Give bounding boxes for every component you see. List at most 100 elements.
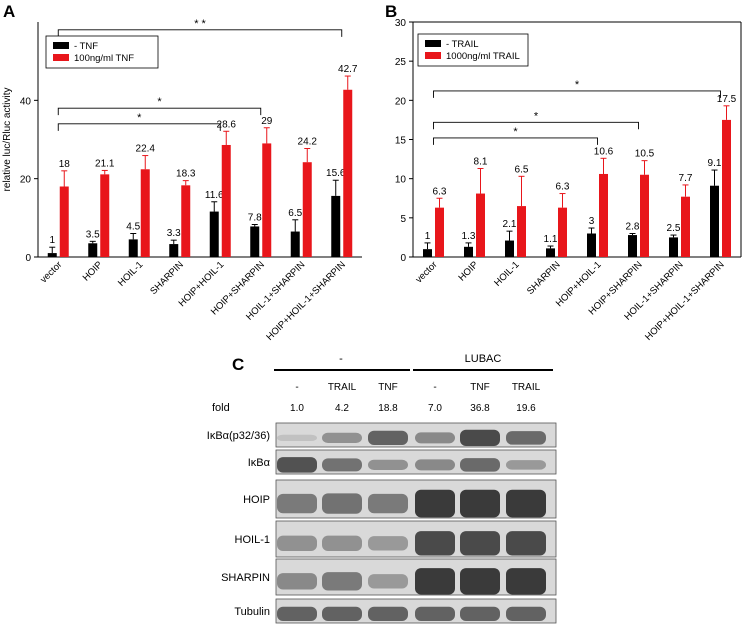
lane-label: -	[433, 382, 436, 393]
blot-band	[415, 531, 455, 556]
bar-untreated	[710, 185, 719, 257]
blot-band	[277, 606, 317, 621]
blot-row-label: HOIL-1	[235, 534, 270, 546]
data-label-treated: 28.6	[217, 119, 237, 130]
blot-band	[415, 568, 455, 595]
group-label: -	[339, 353, 343, 365]
bar-untreated	[669, 237, 678, 257]
bar-treated	[476, 193, 485, 257]
lane-label: -	[295, 382, 298, 393]
bar-untreated	[209, 211, 219, 257]
data-label-treated: 7.7	[679, 173, 693, 184]
lane-label: TNF	[470, 382, 489, 393]
bar-treated	[681, 196, 690, 257]
blot-band	[322, 606, 362, 621]
blot-band	[460, 458, 500, 472]
blot-row-label: Tubulin	[234, 606, 270, 618]
bar-untreated	[423, 249, 432, 257]
x-tick-label: HOIP	[456, 259, 480, 283]
significance-bracket	[433, 137, 598, 145]
blot-band	[506, 606, 546, 621]
legend-swatch	[53, 42, 69, 49]
bar-treated	[517, 206, 526, 257]
blot-band	[277, 535, 317, 552]
fold-label: fold	[212, 402, 230, 414]
panel-a-label: A	[3, 2, 15, 21]
blot-row-label: IκBα(p32/36)	[207, 430, 270, 442]
fold-value: 19.6	[516, 403, 536, 414]
blot-band	[460, 531, 500, 556]
legend-swatch	[425, 52, 441, 59]
blot-band	[415, 489, 455, 518]
blot-band	[277, 434, 317, 442]
bar-treated	[140, 169, 150, 257]
significance-bracket	[57, 123, 221, 131]
x-tick-label: HOIL-1	[116, 259, 145, 288]
blot-row-label: IκBα	[248, 457, 271, 469]
data-label-treated: 17.5	[717, 94, 737, 105]
data-label-untreated: 1.1	[544, 234, 558, 245]
blot-band	[277, 573, 317, 590]
blot-band	[460, 489, 500, 518]
bar-untreated	[169, 244, 179, 257]
data-label-untreated: 11.6	[205, 190, 224, 201]
data-label-treated: 18.3	[176, 169, 196, 180]
blot-band	[322, 458, 362, 472]
bar-treated	[221, 144, 231, 257]
data-label-treated: 6.3	[556, 182, 570, 193]
blot-band	[322, 493, 362, 514]
data-label-untreated: 3	[589, 216, 595, 227]
y-tick-label: 20	[395, 96, 407, 107]
x-tick-label: HOIP+HOIL-1+SHARPIN	[264, 259, 348, 343]
bar-untreated	[128, 239, 138, 257]
blot-band	[460, 568, 500, 595]
x-tick-label: HOIP+HOIL-1+SHARPIN	[643, 259, 727, 343]
data-label-untreated: 6.5	[288, 208, 302, 219]
blot-band	[368, 430, 408, 445]
bar-treated	[302, 162, 312, 257]
bar-untreated	[587, 233, 596, 257]
blot-band	[322, 535, 362, 552]
legend-box	[45, 35, 159, 69]
lane-label: TRAIL	[328, 382, 357, 393]
y-tick-label: 40	[20, 96, 32, 107]
bar-untreated	[505, 240, 514, 257]
data-label-untreated: 1.3	[462, 231, 476, 242]
blot-band	[322, 572, 362, 591]
bar-untreated	[546, 248, 555, 257]
data-label-treated: 18	[59, 159, 71, 170]
data-label-treated: 10.6	[594, 146, 614, 157]
data-label-treated: 21.1	[95, 158, 115, 169]
fold-value: 36.8	[470, 403, 490, 414]
bar-untreated	[331, 195, 341, 257]
data-label-untreated: 1	[49, 235, 55, 246]
x-tick-label: HOIP	[81, 259, 105, 283]
blot-row-label: HOIP	[243, 494, 270, 506]
legend-label: 100ng/ml TNF	[74, 53, 134, 64]
significance-label: *	[575, 79, 580, 91]
data-label-treated: 22.4	[136, 144, 156, 155]
blot-band	[277, 493, 317, 514]
bar-treated	[722, 119, 731, 258]
bar-untreated	[464, 246, 473, 257]
fold-value: 7.0	[428, 403, 442, 414]
y-tick-label: 15	[395, 136, 407, 147]
data-label-untreated: 3.3	[167, 228, 181, 239]
lane-label: TNF	[378, 382, 397, 393]
bar-treated	[262, 143, 272, 257]
bar-untreated	[290, 231, 300, 257]
y-tick-label: 25	[395, 57, 407, 68]
bar-treated	[59, 186, 69, 257]
data-label-treated: 6.3	[433, 186, 447, 197]
data-label-untreated: 1	[425, 231, 431, 242]
blot-band	[460, 606, 500, 621]
blot-band	[506, 489, 546, 518]
legend-box	[417, 33, 529, 67]
data-label-treated: 8.1	[474, 156, 488, 167]
blot-band	[368, 536, 408, 551]
blot-band	[277, 457, 317, 473]
data-label-treated: 24.2	[298, 137, 318, 148]
data-label-untreated: 9.1	[708, 158, 722, 169]
legend-label: - TNF	[74, 41, 98, 52]
